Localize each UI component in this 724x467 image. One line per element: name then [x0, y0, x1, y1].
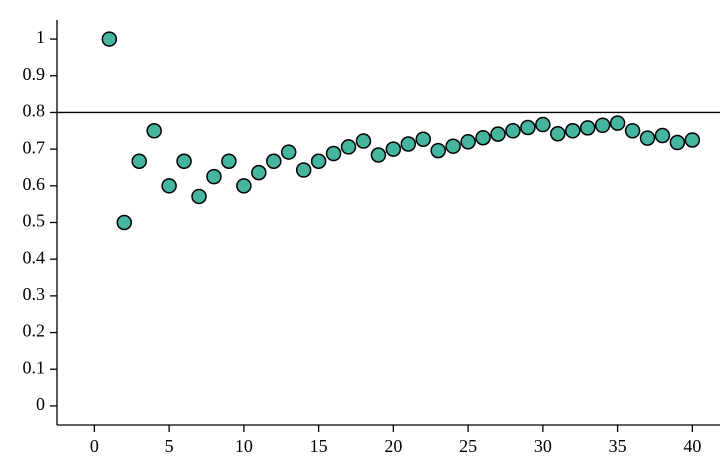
point: [624, 123, 641, 139]
y-tick-label: 0: [36, 394, 45, 414]
point: [415, 131, 432, 147]
point: [131, 153, 147, 169]
point: [236, 178, 252, 194]
x-tick-label: 0: [90, 436, 99, 456]
point: [101, 31, 118, 47]
point: [445, 138, 461, 154]
point: [490, 126, 506, 142]
point: [564, 123, 581, 139]
point: [385, 141, 402, 157]
point: [221, 153, 237, 169]
y-tick-label: 0.7: [23, 137, 46, 157]
x-tick-label: 5: [165, 436, 174, 456]
point: [266, 153, 282, 169]
point: [295, 162, 312, 178]
x-tick-label: 25: [459, 436, 477, 456]
point: [355, 133, 372, 149]
point: [340, 139, 357, 155]
x-tick-label: 40: [683, 436, 701, 456]
point: [176, 153, 192, 169]
point: [639, 130, 656, 146]
point: [550, 125, 566, 142]
point: [310, 153, 327, 169]
point: [251, 164, 267, 181]
y-tick-label: 0.4: [23, 247, 46, 267]
x-tick-label: 20: [384, 436, 402, 456]
y-tick-label: 0.1: [23, 357, 46, 377]
x-tick-label: 30: [534, 436, 552, 456]
point: [191, 188, 207, 205]
y-tick-label: 1: [36, 27, 45, 47]
point: [594, 117, 611, 134]
point: [609, 115, 626, 131]
x-tick-label: 35: [609, 436, 627, 456]
point: [669, 134, 686, 151]
point: [116, 214, 133, 231]
point: [325, 145, 342, 162]
x-tick-label: 15: [310, 436, 328, 456]
point: [430, 142, 446, 159]
y-tick-label: 0.9: [23, 64, 46, 84]
point: [475, 130, 491, 146]
y-tick-label: 0.3: [23, 284, 46, 304]
point: [520, 119, 536, 136]
point: [146, 123, 162, 139]
point: [400, 136, 417, 152]
point: [579, 120, 596, 136]
point: [654, 127, 671, 144]
y-tick-label: 0.6: [23, 174, 46, 194]
point: [535, 116, 551, 133]
y-tick-label: 0.5: [23, 211, 46, 231]
point: [460, 134, 476, 150]
point: [684, 132, 701, 148]
point: [370, 147, 387, 163]
point: [280, 144, 297, 160]
point: [505, 123, 521, 139]
y-tick-label: 0.2: [23, 321, 46, 341]
x-tick-label: 10: [235, 436, 253, 456]
y-tick-label: 0.8: [23, 101, 46, 121]
point: [161, 178, 177, 194]
point: [206, 168, 222, 185]
